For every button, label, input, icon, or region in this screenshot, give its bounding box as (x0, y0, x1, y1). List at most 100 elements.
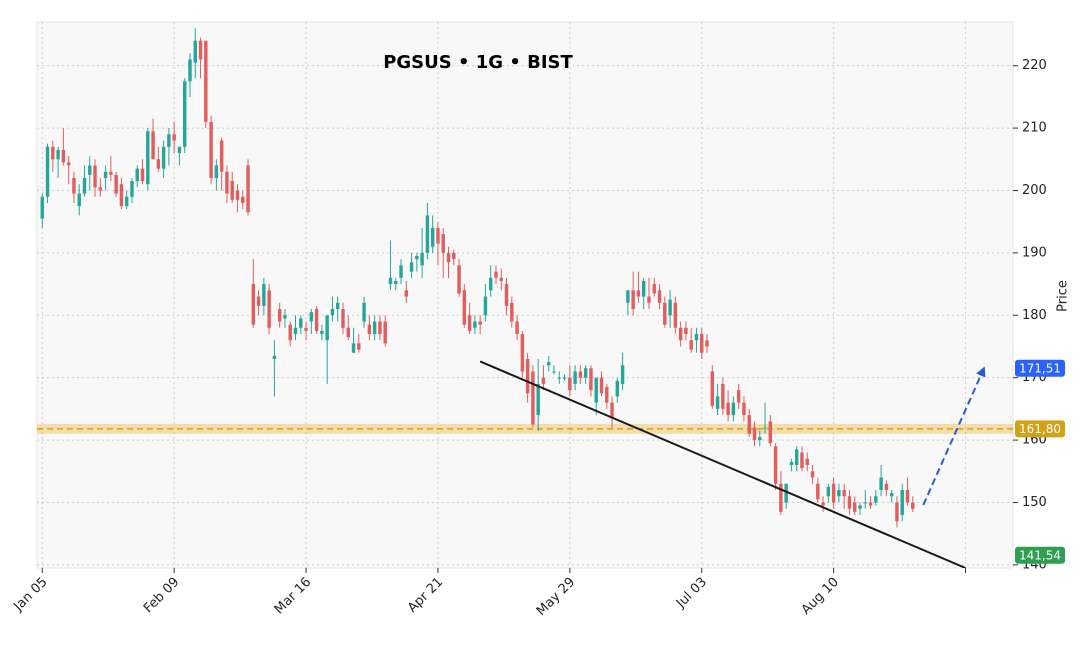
candle-body (172, 134, 176, 141)
price-tag (1015, 546, 1065, 564)
candle-body (879, 477, 883, 490)
candle-body (235, 190, 240, 200)
candle-body (51, 146, 55, 160)
candle-body (900, 490, 904, 515)
candle-body (525, 358, 530, 394)
candle-body (325, 315, 329, 341)
candle-body (773, 446, 778, 484)
candle-body (140, 168, 145, 182)
candle-body (399, 265, 403, 278)
candle-body (789, 461, 794, 466)
candle-body (557, 377, 562, 379)
price-tag-label: 141,54 (1019, 548, 1061, 562)
candle-body (668, 299, 672, 316)
candle-body (478, 321, 482, 325)
candle-body (736, 390, 741, 403)
candle-body (689, 340, 693, 350)
candle-body (763, 427, 767, 429)
candle-body (135, 168, 139, 182)
candle-body (436, 227, 440, 244)
y-tick-label: 150 (1022, 495, 1047, 510)
candle-body (488, 277, 493, 291)
candle-body (889, 493, 894, 497)
candle-body (684, 327, 688, 334)
candle-body (272, 355, 277, 359)
candle-body (214, 165, 219, 178)
price-tag (1015, 420, 1065, 438)
candle-body (578, 371, 583, 378)
candle-body (831, 483, 836, 503)
y-tick-label: 180 (1022, 308, 1047, 323)
candle-body (504, 284, 509, 306)
candle-body (156, 159, 161, 169)
candle-body (230, 181, 234, 200)
candle-body (652, 284, 656, 294)
candle-body (562, 377, 567, 379)
zone-band (37, 423, 1013, 434)
candle-body (515, 321, 519, 334)
candle-body (304, 327, 308, 331)
candle-body (219, 140, 224, 172)
candle-body (758, 436, 762, 441)
x-tick-label: Mar 16 (272, 575, 315, 618)
candle-body (77, 193, 81, 207)
candle-body (874, 496, 878, 503)
candle-body (620, 365, 625, 384)
candle-body (531, 371, 535, 425)
candle-body (705, 340, 709, 347)
candle-body (183, 81, 187, 147)
candle-body (911, 502, 915, 509)
x-tick-label: Aug 10 (799, 575, 842, 618)
candle-body (367, 324, 372, 334)
candle-body (167, 134, 171, 147)
candle-body (547, 362, 551, 366)
candle-body (188, 59, 192, 82)
candle-body (768, 421, 773, 444)
candle-body (605, 387, 609, 403)
x-tick-label: Feb 09 (141, 575, 183, 617)
candle-body (631, 290, 635, 310)
candle-body (742, 402, 746, 416)
candle-body (573, 371, 577, 384)
candle-body (858, 505, 862, 509)
plot-area (36, 21, 1014, 569)
candle-body (552, 371, 556, 373)
candle-body (610, 402, 614, 419)
candle-body (816, 483, 820, 500)
candle-body (314, 309, 319, 331)
candle-body (483, 296, 488, 316)
candle-body (700, 334, 704, 353)
candle-body (641, 280, 646, 297)
candle-body (837, 490, 841, 497)
candle-body (457, 265, 461, 294)
candle-body (473, 321, 477, 328)
candle-body (868, 502, 873, 506)
candle-body (251, 284, 256, 325)
x-tick-label: Jul 03 (673, 575, 710, 612)
candle-body (747, 415, 751, 434)
candle-body (378, 321, 382, 334)
candle-body (467, 315, 472, 331)
candle-body (673, 302, 678, 328)
candle-body (794, 449, 799, 466)
candle-body (204, 40, 208, 122)
candle-body (130, 181, 134, 197)
candle-body (826, 486, 831, 497)
candle-body (109, 171, 113, 175)
candle-body (626, 290, 630, 303)
chart-title: PGSUS • 1G • BIST (383, 52, 573, 73)
candle-body (267, 290, 271, 328)
candle-body (430, 227, 435, 247)
price-tag-label: 161,80 (1019, 422, 1061, 436)
candle-body (56, 149, 60, 160)
candle-body (299, 318, 303, 328)
candle-body (124, 196, 129, 207)
candle-body (594, 377, 598, 403)
candle-body (341, 309, 345, 328)
x-tick-label: May 29 (534, 575, 578, 619)
candle-body (636, 290, 641, 297)
y-tick-label: 190 (1022, 245, 1047, 260)
candle-body (177, 146, 182, 154)
candle-body (446, 252, 451, 263)
